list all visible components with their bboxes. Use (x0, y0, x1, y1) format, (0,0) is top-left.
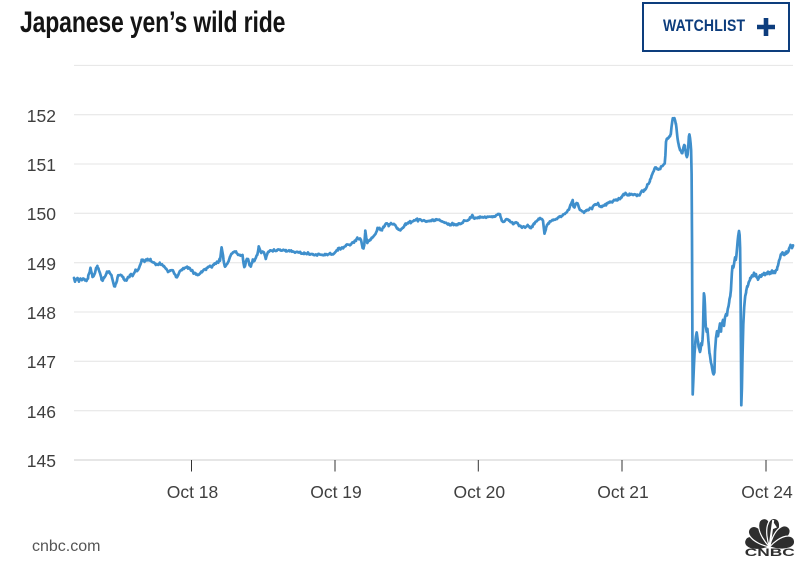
svg-text:CNBC: CNBC (745, 547, 795, 559)
